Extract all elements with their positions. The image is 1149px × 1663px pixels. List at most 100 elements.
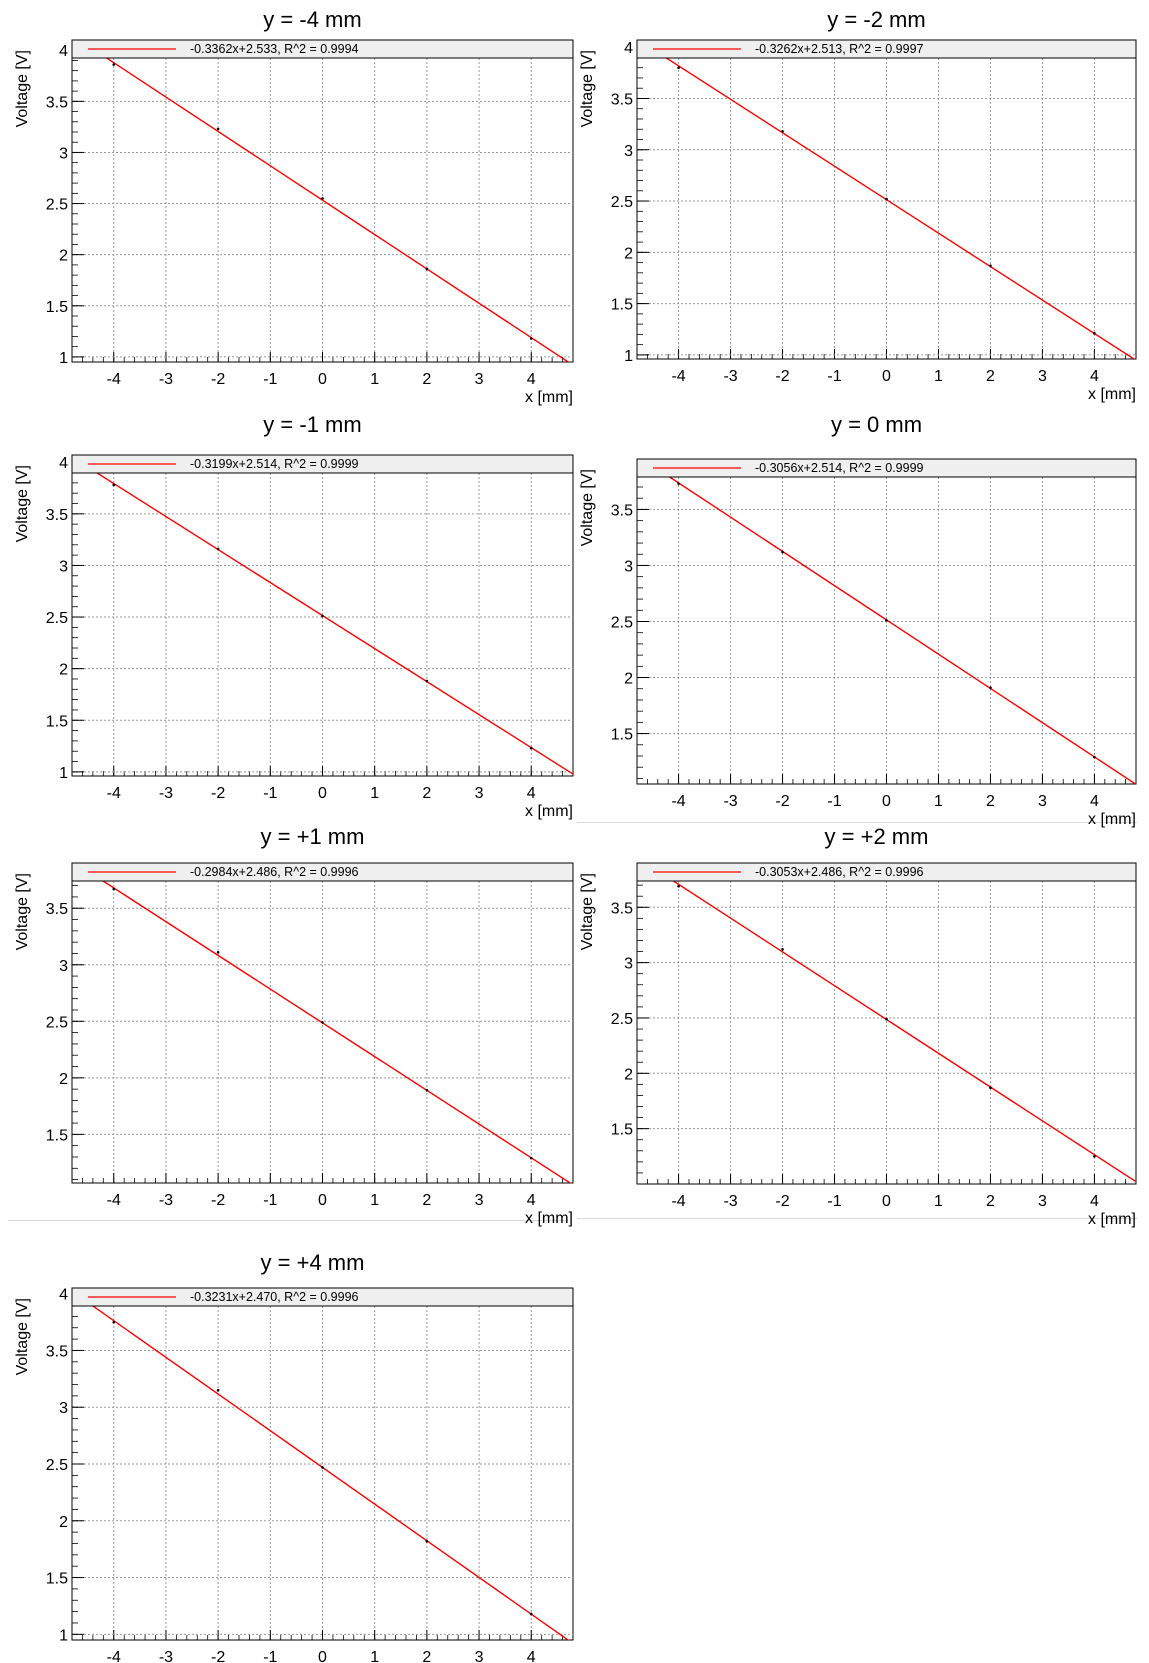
x-tick-label: -1 xyxy=(263,1649,277,1663)
x-tick-label: 0 xyxy=(318,1649,327,1663)
legend-entry: -0.3262x+2.513, R^2 = 0.9997 xyxy=(755,42,924,56)
legend-box xyxy=(71,39,574,59)
y-tick-label: 2.5 xyxy=(611,1011,633,1028)
x-tick-label: -1 xyxy=(263,1192,277,1209)
x-tick-label: 0 xyxy=(318,371,327,388)
y-tick-label: 1.5 xyxy=(46,713,68,730)
y-tick-label: 2 xyxy=(624,671,633,688)
y-tick-label: 3 xyxy=(624,956,633,973)
data-point xyxy=(781,948,784,951)
plot-frame xyxy=(636,862,1137,1185)
x-tick-label: 3 xyxy=(1038,793,1047,810)
chart-title: y = +1 mm xyxy=(261,824,365,849)
y-axis-label: Voltage [V] xyxy=(14,50,31,127)
y-tick-label: 1.5 xyxy=(46,1571,68,1588)
x-tick-label: 3 xyxy=(475,1192,484,1209)
y-tick-label: 1 xyxy=(59,1627,68,1644)
x-tick-label: 3 xyxy=(475,785,484,802)
legend-box xyxy=(636,862,1137,882)
data-point xyxy=(425,1539,429,1543)
y-axis-label: Voltage [V] xyxy=(579,50,596,127)
y-tick-label: 2 xyxy=(59,1071,68,1088)
x-tick-label: -3 xyxy=(159,785,173,802)
y-axis-label: Voltage [V] xyxy=(14,465,31,542)
x-tick-label: -2 xyxy=(211,1649,225,1663)
legend-box xyxy=(71,454,574,474)
x-axis-label: x [mm] xyxy=(525,389,573,406)
x-tick-label: 1 xyxy=(370,1649,379,1663)
legend-entry: -0.3362x+2.533, R^2 = 0.9994 xyxy=(190,42,359,56)
x-tick-label: -2 xyxy=(211,371,225,388)
x-tick-label: -4 xyxy=(107,371,121,388)
chart-title: y = -1 mm xyxy=(263,412,361,437)
data-point xyxy=(216,951,220,954)
x-tick-label: -4 xyxy=(671,793,685,810)
legend-box xyxy=(636,39,1137,59)
x-tick-label: -3 xyxy=(723,368,737,385)
x-tick-label: 2 xyxy=(986,1193,995,1210)
data-point xyxy=(216,547,220,551)
y-tick-label: 2.5 xyxy=(46,610,68,627)
x-tick-label: 4 xyxy=(527,1192,536,1209)
row-separator xyxy=(577,1218,1137,1219)
y-tick-label: 2.5 xyxy=(611,615,633,632)
x-tick-label: 3 xyxy=(475,1649,484,1663)
data-point xyxy=(112,887,116,891)
y-tick-label: 2 xyxy=(59,662,68,679)
legend-box xyxy=(636,458,1137,478)
legend-entry: -0.3056x+2.514, R^2 = 0.9999 xyxy=(755,461,924,475)
legend-box xyxy=(71,1287,574,1307)
x-tick-label: 1 xyxy=(934,793,943,810)
x-tick-label: 0 xyxy=(318,785,327,802)
legend-entry: -0.3199x+2.514, R^2 = 0.9999 xyxy=(190,457,359,471)
x-tick-label: 2 xyxy=(422,1192,431,1209)
x-axis-label: x [mm] xyxy=(525,1210,573,1227)
y-tick-label: 1 xyxy=(59,765,68,782)
data-point xyxy=(1093,332,1096,335)
y-tick-label: 4 xyxy=(59,455,68,472)
y-tick-label: 1.5 xyxy=(611,727,633,744)
x-tick-label: -1 xyxy=(827,1193,841,1210)
x-tick-label: -1 xyxy=(827,793,841,810)
chart-panel: y = -4 mm-4 -3 -2 -1 0 1 2 3 411.522.533.54x [mm… xyxy=(14,7,574,406)
data-point xyxy=(112,483,116,487)
x-axis-label: x [mm] xyxy=(525,803,573,820)
x-tick-label: -3 xyxy=(723,793,737,810)
data-point xyxy=(1093,755,1096,759)
y-tick-label: 2 xyxy=(59,248,68,265)
y-tick-label: 4 xyxy=(624,40,633,57)
legend-entry: -0.3231x+2.470, R^2 = 0.9996 xyxy=(190,1290,359,1304)
y-tick-label: 1 xyxy=(624,348,633,365)
data-point xyxy=(216,127,220,131)
data-point xyxy=(529,1612,533,1616)
x-tick-label: -4 xyxy=(671,368,685,385)
chart-title: y = +2 mm xyxy=(825,824,929,849)
x-tick-label: 0 xyxy=(882,368,891,385)
data-point xyxy=(112,63,116,66)
y-tick-label: 1.5 xyxy=(611,1122,633,1139)
y-tick-label: 1.5 xyxy=(611,297,633,314)
data-point xyxy=(321,1466,324,1469)
x-axis-label: x [mm] xyxy=(1088,386,1136,403)
data-point xyxy=(781,129,784,133)
x-tick-label: -3 xyxy=(723,1193,737,1210)
data-point xyxy=(781,550,784,554)
legend-entry: -0.3053x+2.486, R^2 = 0.9996 xyxy=(755,865,924,879)
data-point xyxy=(112,1320,116,1324)
x-tick-label: -4 xyxy=(107,1192,121,1209)
y-tick-label: 2.5 xyxy=(46,197,68,214)
y-tick-label: 2 xyxy=(59,1514,68,1531)
y-tick-label: 3 xyxy=(59,145,68,162)
y-axis-label: Voltage [V] xyxy=(579,469,596,546)
x-tick-label: 4 xyxy=(1090,793,1099,810)
data-point xyxy=(1093,1155,1096,1158)
x-tick-label: 0 xyxy=(318,1192,327,1209)
fit-line xyxy=(77,40,570,362)
x-tick-label: -3 xyxy=(159,1649,173,1663)
x-tick-label: -4 xyxy=(107,1649,121,1663)
x-tick-label: 3 xyxy=(1038,368,1047,385)
y-tick-label: 1 xyxy=(59,350,68,367)
